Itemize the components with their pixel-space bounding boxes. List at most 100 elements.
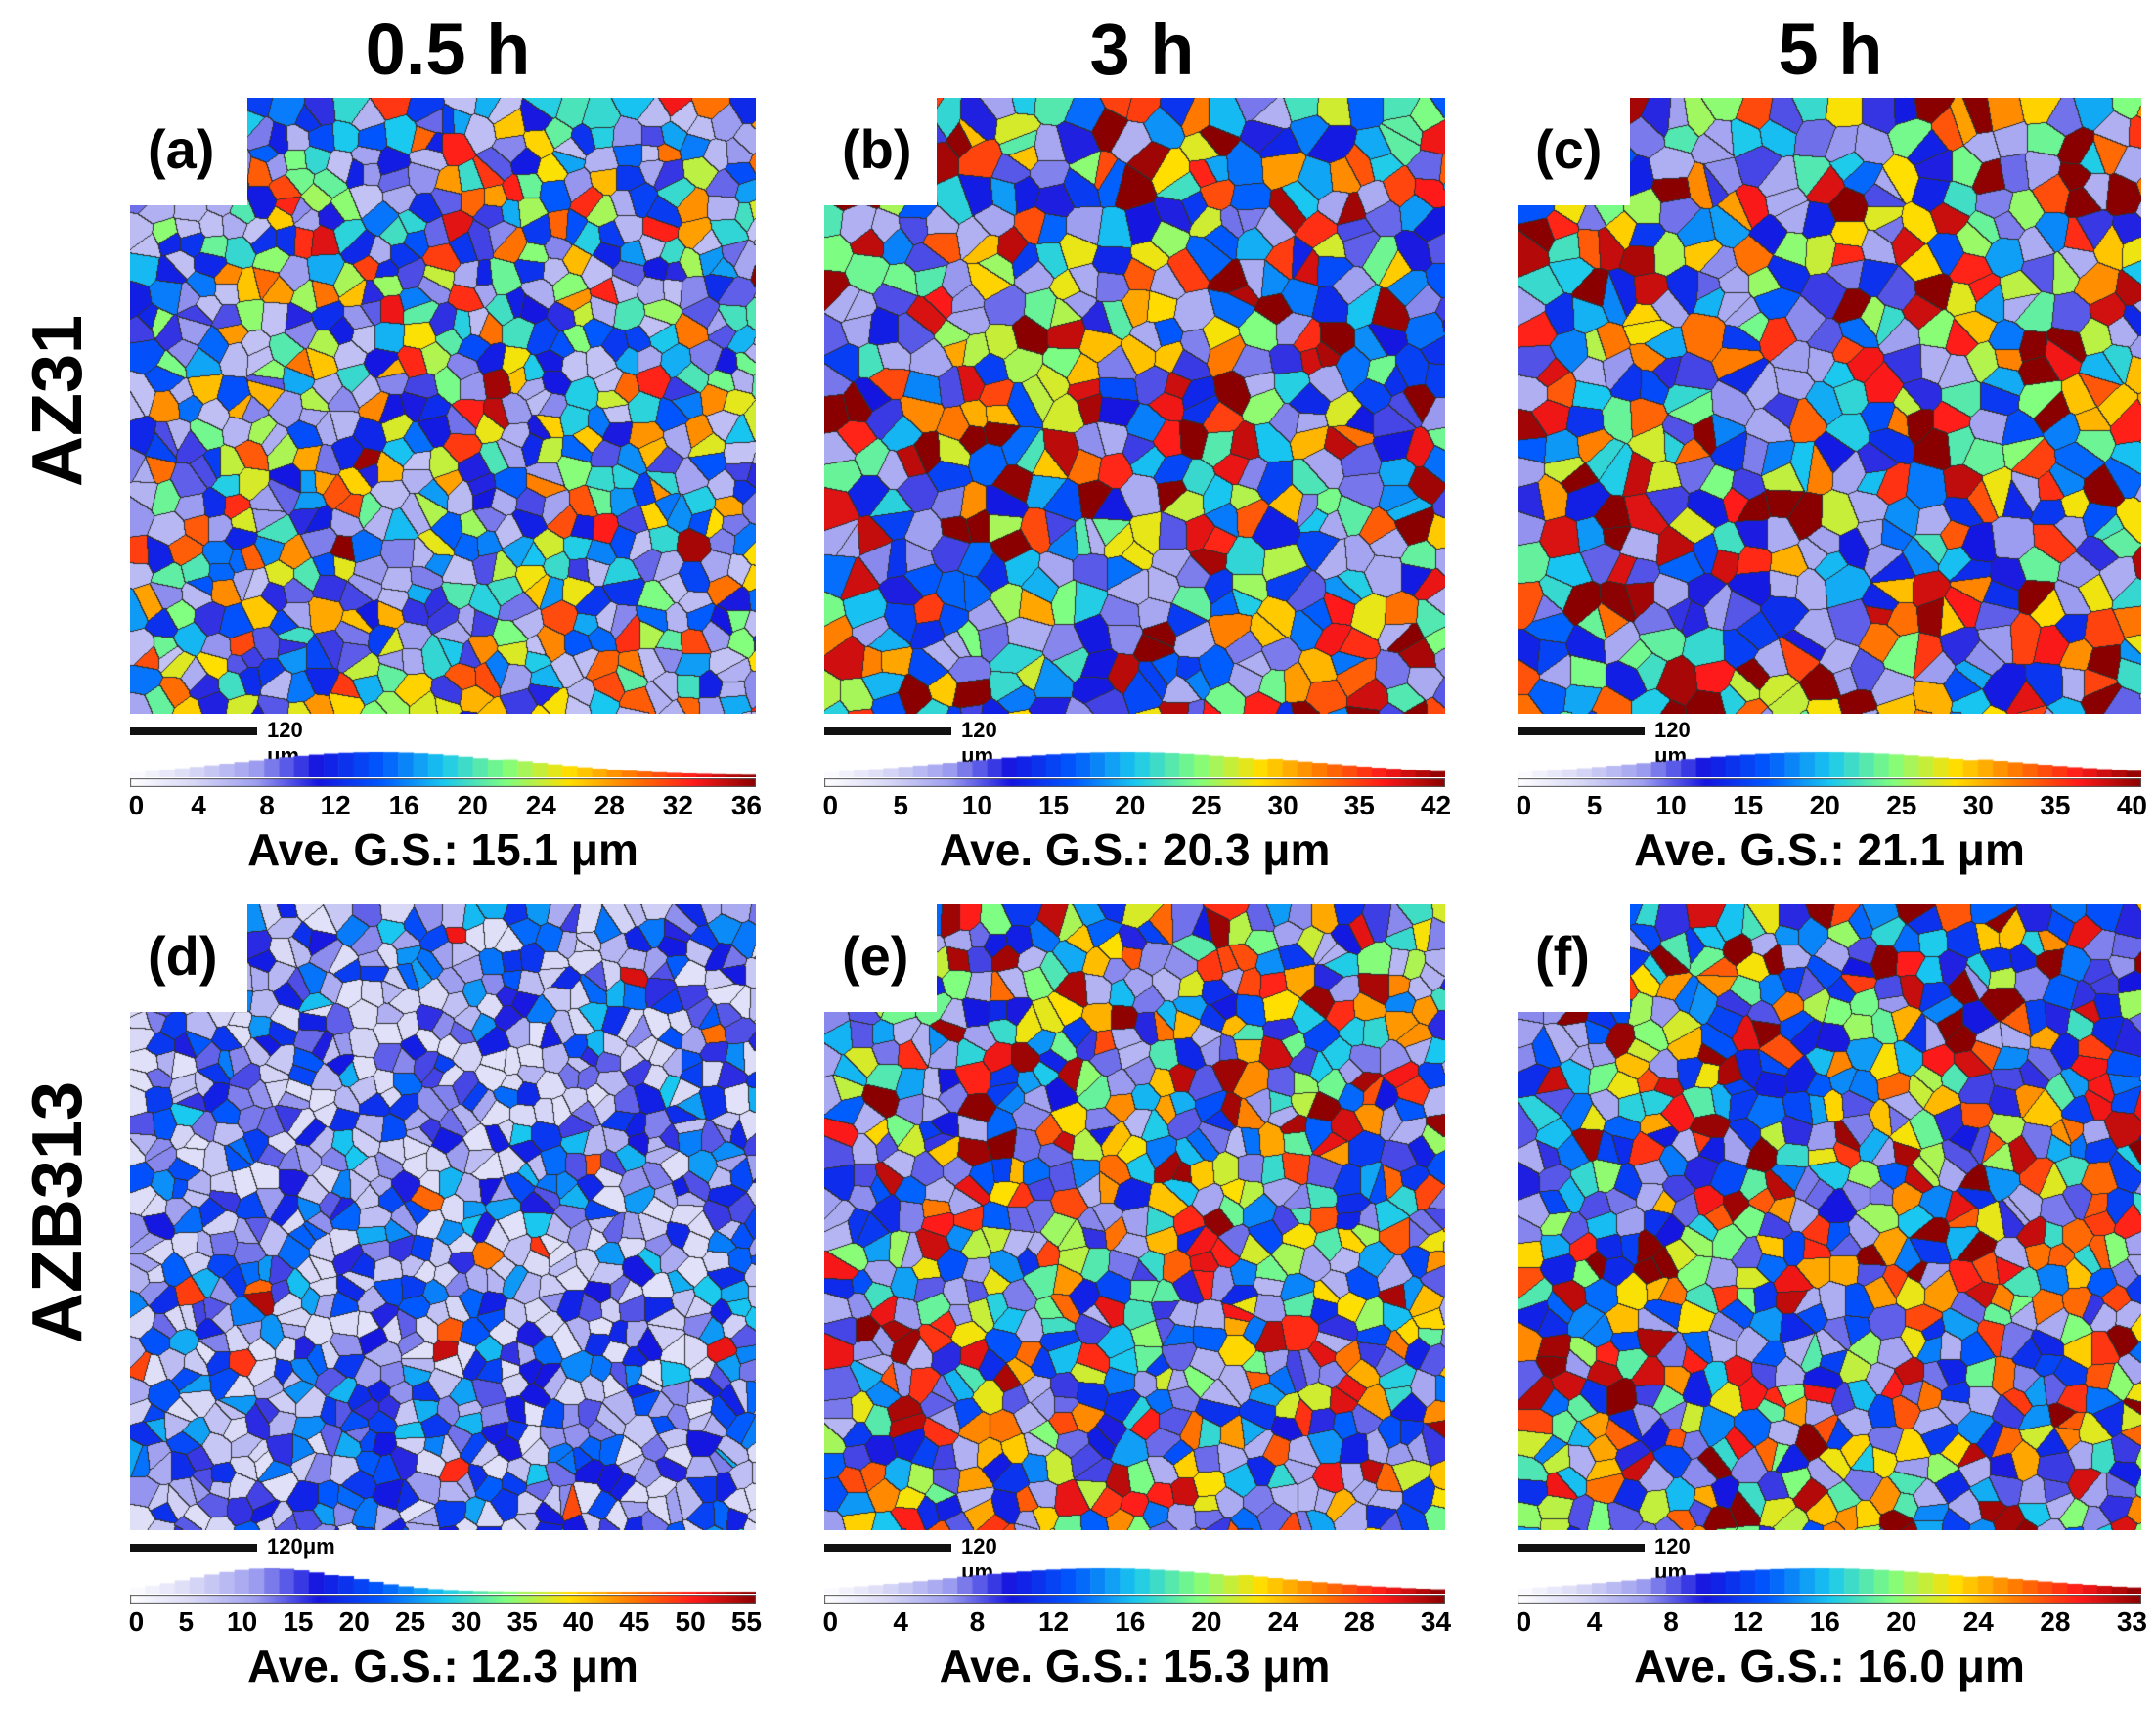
colorbar-tick: 55 [730, 1606, 762, 1637]
scale-bar-label: 120μm [267, 1534, 335, 1559]
colorbar-tick: 8 [969, 1606, 986, 1637]
colorbar-tick: 40 [562, 1606, 594, 1637]
average-grain-size: Ave. G.S.: 21.1 μm [1634, 824, 2025, 875]
colorbar-tick: 15 [1037, 790, 1070, 820]
colorbar-tick: 28 [1343, 1606, 1375, 1637]
panel-label: (e) [842, 925, 909, 987]
colorbar-tick: 4 [893, 1606, 908, 1637]
label-cutout [1518, 98, 1630, 205]
colorbar-tick: 4 [1586, 1606, 1603, 1637]
colorbar-tick: 33 [2116, 1606, 2147, 1637]
colorbar-tick: 24 [525, 790, 556, 820]
colorbar-tick: 10 [1655, 790, 1687, 820]
colorbar-tick: 20 [1115, 790, 1146, 820]
colorbar-tick: 20 [457, 790, 488, 820]
panel-label: (d) [148, 925, 218, 987]
label-cutout [824, 904, 937, 1012]
colorbar-tick: 15 [283, 1606, 314, 1637]
colorbar-tick: 10 [961, 790, 992, 820]
colorbar-tick: 30 [1267, 790, 1298, 820]
grain-size-histogram [1518, 748, 2141, 777]
colorbar-tick: 10 [227, 1606, 258, 1637]
colorbar-tick: 5 [893, 790, 908, 820]
scale-bar [824, 727, 951, 735]
colorbar-tick: 0 [128, 790, 145, 820]
colorbar-ticks: 0 5 10 15 20 25 30 35 40 [1516, 790, 2147, 825]
colorbar-ticks: 0 5 10 15 20 25 30 35 42 [822, 790, 1451, 825]
label-cutout [824, 98, 937, 205]
average-grain-size: Ave. G.S.: 12.3 μm [247, 1641, 638, 1692]
grain-map [130, 904, 756, 1530]
grain-map [1518, 98, 2141, 714]
colorbar-tick: 0 [822, 790, 839, 820]
colorbar-ticks: 0 5 10 15 20 25 30 35 40 45 50 55 [128, 1606, 762, 1642]
colorbar-tick: 28 [2040, 1606, 2071, 1637]
colorbar-tick: 50 [675, 1606, 706, 1637]
grain-map [824, 98, 1445, 714]
colorbar-tick: 35 [2040, 790, 2071, 820]
colorbar-tick: 0 [1516, 790, 1532, 820]
colorbar-tick: 12 [1733, 1606, 1764, 1637]
label-cutout [1518, 904, 1630, 1012]
colorbar-tick: 8 [1663, 1606, 1679, 1637]
colorbar-tick: 30 [451, 1606, 482, 1637]
grain-size-histogram [130, 748, 756, 777]
colorbar-tick: 30 [1962, 790, 1994, 820]
average-grain-size: Ave. G.S.: 16.0 μm [1634, 1641, 2025, 1692]
colorbar-tick: 5 [178, 1606, 195, 1637]
row-header-az31: AZ31 [19, 314, 97, 488]
panel-label: (c) [1535, 118, 1603, 180]
colorbar-tick: 4 [191, 790, 206, 820]
colorbar-tick: 24 [1267, 1606, 1298, 1637]
colorbar-tick: 5 [1586, 790, 1603, 820]
grain-map [130, 98, 756, 714]
panel-label: (f) [1535, 925, 1590, 987]
colorbar-tick: 24 [1962, 1606, 1994, 1637]
colorbar-ticks: 0 4 8 12 16 20 24 28 32 36 [128, 790, 762, 825]
colorbar-tick: 25 [1191, 790, 1222, 820]
colorbar-tick: 0 [128, 1606, 145, 1637]
scale-bar [824, 1544, 951, 1552]
average-grain-size: Ave. G.S.: 15.1 μm [247, 824, 638, 875]
scale-bar [1518, 1544, 1645, 1552]
colorbar [1518, 1595, 2141, 1604]
grain-map [1518, 904, 2141, 1530]
colorbar-tick: 25 [1886, 790, 1917, 820]
label-cutout [130, 98, 247, 205]
colorbar-tick: 42 [1420, 790, 1452, 820]
colorbar-tick: 35 [1343, 790, 1375, 820]
colorbar-tick: 40 [2116, 790, 2147, 820]
colorbar-tick: 0 [1516, 1606, 1532, 1637]
colorbar-tick: 25 [394, 1606, 426, 1637]
colorbar-tick: 35 [506, 1606, 538, 1637]
colorbar-tick: 20 [1809, 790, 1840, 820]
colorbar-tick: 20 [338, 1606, 370, 1637]
row-header-azb313: AZB313 [19, 1080, 98, 1344]
colorbar [130, 778, 756, 787]
colorbar [130, 1595, 756, 1604]
panel-label: (a) [148, 118, 215, 180]
colorbar-tick: 20 [1191, 1606, 1222, 1637]
colorbar-tick: 16 [1809, 1606, 1840, 1637]
colorbar-tick: 20 [1886, 1606, 1917, 1637]
colorbar-tick: 16 [1115, 1606, 1146, 1637]
average-grain-size: Ave. G.S.: 15.3 μm [939, 1641, 1331, 1692]
colorbar-tick: 12 [1037, 1606, 1070, 1637]
grain-size-histogram [130, 1564, 756, 1594]
grain-map [824, 904, 1445, 1530]
scale-bar [130, 727, 257, 735]
colorbar-tick: 45 [619, 1606, 650, 1637]
colorbar-tick: 34 [1420, 1606, 1452, 1637]
colorbar [824, 1595, 1445, 1604]
column-header-0-5h: 0.5 h [365, 9, 531, 90]
label-cutout [130, 904, 247, 1012]
grain-size-histogram [824, 1564, 1445, 1594]
colorbar-tick: 32 [662, 790, 693, 820]
colorbar-tick: 16 [388, 790, 419, 820]
colorbar-ticks: 0 4 8 12 16 20 24 28 33 [1516, 1606, 2147, 1642]
average-grain-size: Ave. G.S.: 20.3 μm [939, 824, 1331, 875]
colorbar-tick: 12 [320, 790, 351, 820]
colorbar-ticks: 0 4 8 12 16 20 24 28 34 [823, 1606, 1451, 1642]
column-header-5h: 5 h [1778, 9, 1883, 90]
colorbar-tick: 15 [1733, 790, 1764, 820]
